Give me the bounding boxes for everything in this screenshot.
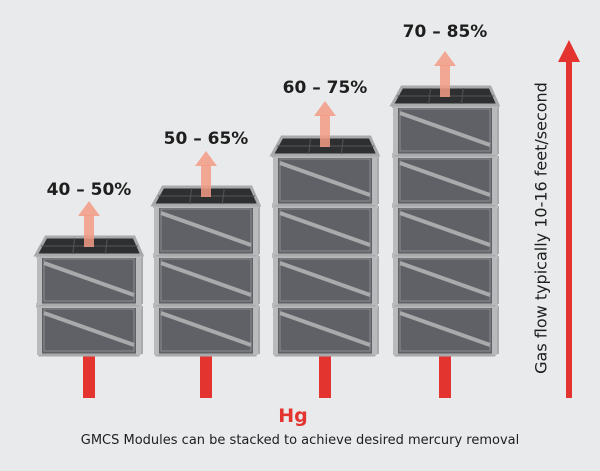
gmcs-module bbox=[392, 253, 499, 307]
gmcs-module bbox=[272, 153, 379, 207]
inlet-pipe bbox=[439, 353, 451, 398]
module-stack-3 bbox=[269, 101, 381, 398]
removal-label-stack-2: 50 – 65% bbox=[163, 129, 249, 149]
diagonal-brace bbox=[279, 161, 371, 197]
diagonal-brace bbox=[399, 111, 491, 147]
diagonal-brace bbox=[399, 311, 491, 347]
caption: GMCS Modules can be stacked to achieve d… bbox=[80, 433, 520, 448]
diagonal-brace bbox=[399, 161, 491, 197]
diagonal-brace bbox=[160, 211, 252, 247]
outlet-arrow-shaft bbox=[84, 215, 94, 247]
gas-flow-arrow bbox=[558, 40, 580, 398]
inlet-pipe bbox=[83, 353, 95, 398]
gmcs-module bbox=[36, 253, 143, 307]
gmcs-module bbox=[392, 103, 499, 157]
gmcs-module bbox=[392, 153, 499, 207]
diagonal-brace bbox=[279, 311, 371, 347]
diagonal-brace bbox=[160, 311, 252, 347]
outlet-arrow-head bbox=[78, 201, 100, 216]
mercury-label: Hg bbox=[278, 405, 308, 427]
gmcs-module bbox=[153, 203, 260, 257]
gmcs-module bbox=[392, 203, 499, 257]
outlet-arrow-head bbox=[195, 151, 217, 166]
module-stacks bbox=[33, 51, 501, 398]
diagonal-brace bbox=[279, 211, 371, 247]
outlet-arrow-shaft bbox=[320, 115, 330, 147]
diagonal-brace bbox=[43, 311, 135, 347]
diagonal-brace bbox=[160, 261, 252, 297]
module-stack-4 bbox=[389, 51, 501, 398]
gmcs-module bbox=[153, 253, 260, 307]
removal-label-stack-4: 70 – 85% bbox=[402, 22, 488, 42]
outlet-arrow-head bbox=[434, 51, 456, 66]
gas-flow-arrow-shaft bbox=[566, 60, 572, 398]
outlet-arrow-shaft bbox=[201, 165, 211, 197]
diagonal-brace bbox=[399, 261, 491, 297]
gmcs-module bbox=[153, 303, 260, 357]
diagonal-brace bbox=[43, 261, 135, 297]
gmcs-module bbox=[272, 253, 379, 307]
outlet-arrow-head bbox=[314, 101, 336, 116]
diagonal-brace bbox=[399, 211, 491, 247]
gmcs-module bbox=[392, 303, 499, 357]
removal-label-stack-1: 40 – 50% bbox=[46, 180, 132, 200]
module-stack-1 bbox=[33, 201, 145, 398]
gmcs-module bbox=[36, 303, 143, 357]
outlet-arrow-shaft bbox=[440, 65, 450, 97]
module-stack-2 bbox=[150, 151, 262, 398]
gmcs-module bbox=[272, 203, 379, 257]
inlet-pipe bbox=[200, 353, 212, 398]
gmcs-module bbox=[272, 303, 379, 357]
gas-flow-label: Gas flow typically 10-16 feet/second bbox=[531, 82, 551, 374]
removal-label-stack-3: 60 – 75% bbox=[282, 78, 368, 98]
gas-flow-arrow-head bbox=[558, 40, 580, 62]
inlet-pipe bbox=[319, 353, 331, 398]
diagonal-brace bbox=[279, 261, 371, 297]
